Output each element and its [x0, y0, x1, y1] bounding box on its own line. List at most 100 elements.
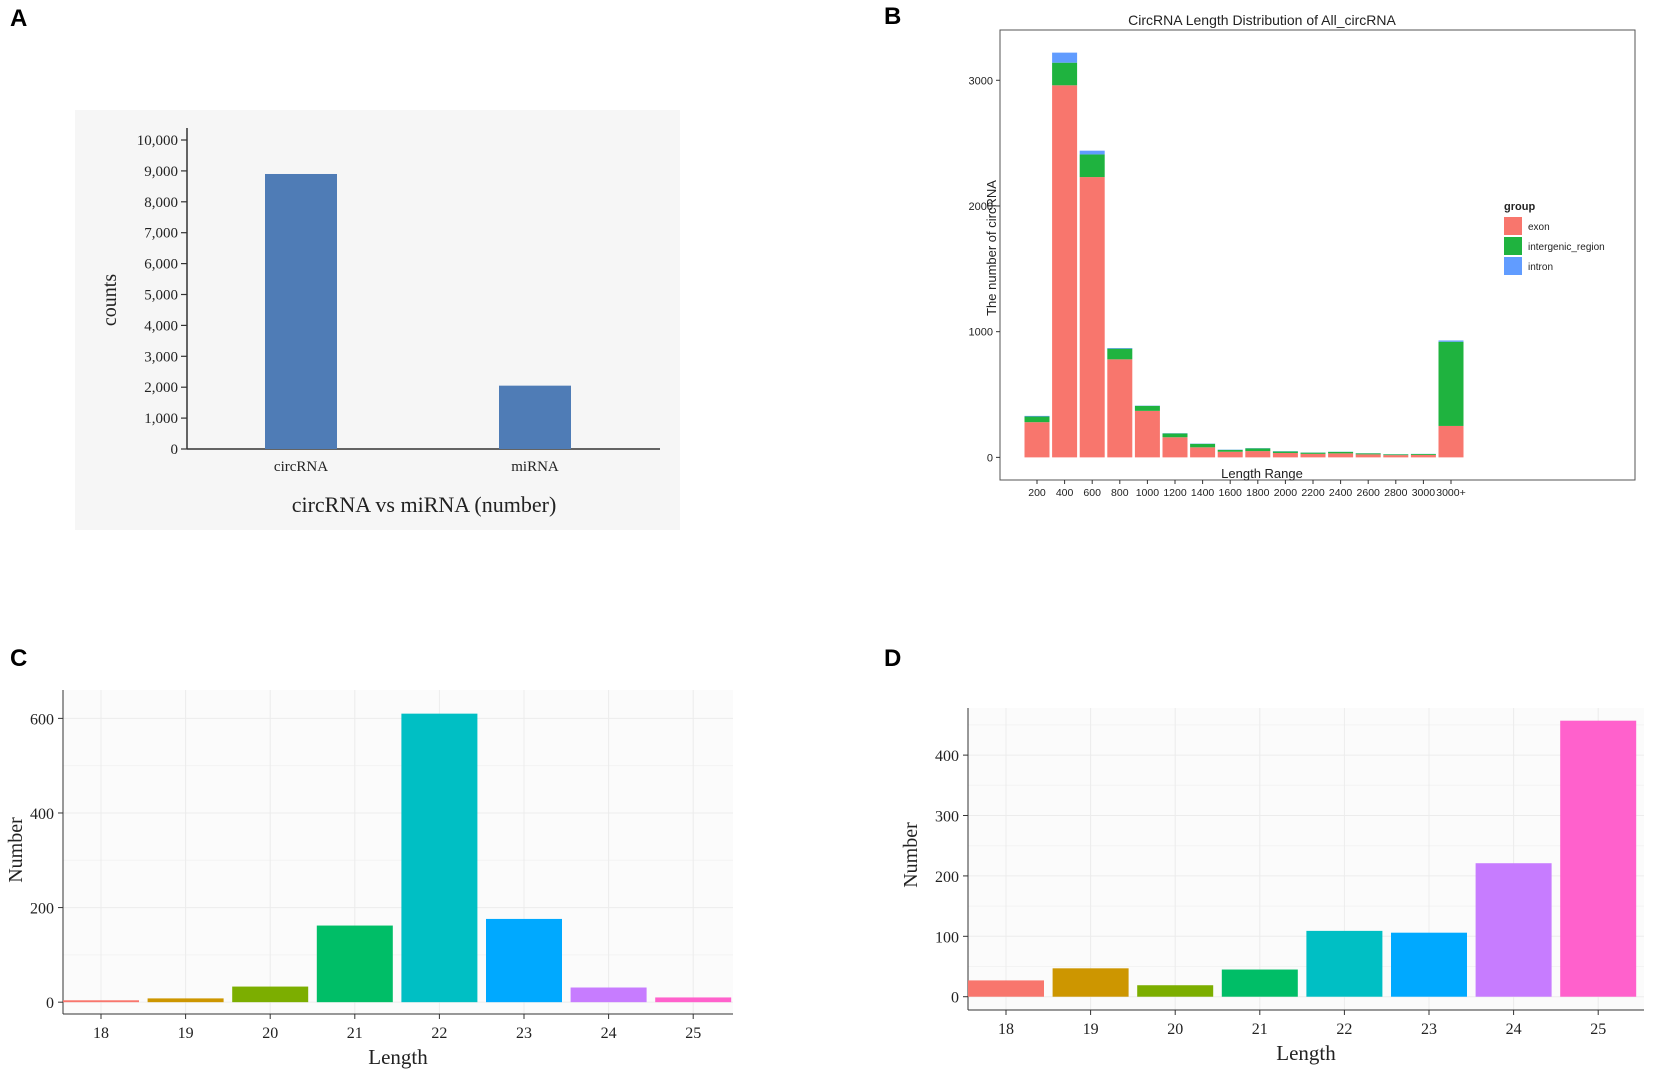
chart-b-bar-intergenic-region: [1024, 416, 1050, 423]
chart-b-bar-intergenic-region: [1162, 433, 1188, 438]
chart-a-bar: [499, 385, 571, 449]
chart-b-bar-intergenic-region: [1438, 341, 1464, 426]
chart-b-xtick-label: 2800: [1384, 487, 1408, 499]
chart-a-ylabel: counts: [99, 274, 121, 326]
chart-b-xtick-label: 400: [1056, 487, 1074, 499]
chart-c-xtick-label: 19: [178, 1025, 194, 1042]
chart-c-bar: [655, 997, 732, 1003]
chart-b-bar-exon: [1079, 177, 1105, 458]
chart-b-bar-intergenic-region: [1300, 452, 1326, 454]
chart-a-xlabel: circRNA vs miRNA (number): [292, 492, 557, 517]
chart-b-bar-exon: [1410, 454, 1436, 458]
chart-b: CircRNA Length Distribution of All_circR…: [969, 12, 1636, 499]
chart-a-ytick-label: 5,000: [144, 288, 178, 304]
chart-b-xtick-label: 800: [1111, 487, 1129, 499]
chart-c-xtick-label: 24: [601, 1025, 617, 1042]
chart-b-bar-intron: [1438, 340, 1464, 342]
chart-b-bar-exon: [1245, 451, 1271, 458]
chart-d-ytick-label: 400: [935, 748, 959, 765]
legend-swatch-intergenic-region: [1504, 237, 1522, 255]
chart-b-bar-intergenic-region: [1134, 405, 1160, 411]
chart-b-xtick-label: 1000: [1136, 487, 1160, 499]
chart-c-xtick-label: 23: [516, 1025, 532, 1042]
chart-a-ytick-label: 0: [171, 442, 179, 458]
chart-b-bar-exon: [1383, 455, 1409, 458]
chart-c-bar: [570, 987, 647, 1003]
chart-c-bar: [147, 998, 224, 1003]
chart-a-ytick-label: 4,000: [144, 318, 178, 334]
chart-a-ytick-label: 9,000: [144, 164, 178, 180]
chart-c-bar: [63, 1000, 139, 1003]
chart-c-xtick-label: 22: [431, 1025, 447, 1042]
chart-b-legend: group exon intergenic_region intron: [1504, 201, 1605, 275]
chart-d-bar: [1052, 968, 1129, 997]
chart-b-xtick-label: 2000: [1274, 487, 1298, 499]
chart-a-background: [75, 110, 680, 530]
chart-a-ytick-label: 6,000: [144, 257, 178, 273]
chart-d-xlabel: Length: [1276, 1041, 1336, 1065]
chart-d-xtick-label: 25: [1590, 1021, 1606, 1038]
chart-b-xlabel: Length Range: [1221, 466, 1303, 481]
chart-b-bar-intron: [1024, 415, 1050, 417]
chart-b-xtick-label: 1600: [1219, 487, 1243, 499]
chart-b-bar-exon: [1328, 453, 1354, 458]
chart-b-bar-intergenic-region: [1107, 348, 1133, 360]
chart-b-title: CircRNA Length Distribution of All_circR…: [1128, 12, 1396, 28]
chart-b-bar-exon: [1190, 447, 1216, 458]
panel-label-d: D: [884, 645, 901, 672]
chart-b-bar-exon: [1107, 359, 1133, 458]
legend-swatch-exon: [1504, 217, 1522, 235]
chart-c-xtick-label: 21: [347, 1025, 363, 1042]
chart-a: counts circRNA vs miRNA (number) 0 1,000 2…: [75, 110, 680, 530]
panel-label-b: B: [884, 3, 901, 30]
chart-b-bar-intergenic-region: [1410, 453, 1436, 455]
chart-d-xtick-label: 19: [1083, 1021, 1099, 1038]
chart-d-bar: [1137, 985, 1214, 997]
chart-d-bar: [1475, 863, 1552, 997]
panel-label-c: C: [10, 645, 27, 672]
chart-d-xtick-label: 18: [998, 1021, 1014, 1038]
chart-c-xtick-label: 25: [685, 1025, 701, 1042]
legend-label-exon: exon: [1528, 222, 1550, 233]
chart-d-bar: [1306, 930, 1383, 997]
chart-a-xtick-label: miRNA: [511, 459, 559, 475]
chart-a-bar: [265, 173, 337, 450]
chart-a-ytick-label: 3,000: [144, 349, 178, 365]
chart-c: Number Length 0 200 400 600 18 19 20 21 22 23 24 25: [5, 690, 733, 1069]
chart-d-bar: [968, 980, 1044, 997]
chart-b-bar-intergenic-region: [1383, 454, 1409, 456]
chart-c-background: [63, 690, 733, 1014]
chart-b-xtick-label: 3000: [1412, 487, 1436, 499]
chart-a-ytick-label: 8,000: [144, 195, 178, 211]
chart-c-xtick-label: 18: [93, 1025, 109, 1042]
chart-b-ytick-label: 1000: [969, 327, 993, 339]
chart-b-xtick-label: 1400: [1191, 487, 1215, 499]
chart-c-ytick-label: 200: [30, 901, 54, 918]
chart-d-ytick-label: 200: [935, 869, 959, 886]
chart-b-xtick-label: 2200: [1301, 487, 1325, 499]
chart-b-ylabel: The number of circRNA: [984, 180, 999, 316]
chart-c-bar: [316, 925, 393, 1003]
chart-c-ytick-label: 600: [30, 711, 54, 728]
chart-b-bar-intergenic-region: [1245, 448, 1271, 452]
panel-label-a: A: [10, 5, 27, 32]
chart-b-bar-exon: [1300, 453, 1326, 458]
chart-d-bar: [1221, 969, 1298, 997]
chart-c-xlabel: Length: [368, 1045, 428, 1069]
chart-c-bar: [486, 918, 562, 1003]
chart-b-bar-intron: [1107, 348, 1133, 349]
chart-b-bar-exon: [1272, 452, 1298, 458]
chart-d-ytick-label: 100: [935, 929, 959, 946]
chart-b-xtick-label: 1800: [1246, 487, 1270, 499]
chart-b-xtick-label: 3000+: [1436, 487, 1466, 499]
chart-d-ytick-label: 0: [951, 990, 959, 1007]
chart-a-ytick-label: 2,000: [144, 380, 178, 396]
chart-d-xtick-label: 20: [1167, 1021, 1183, 1038]
chart-b-bar-exon: [1438, 425, 1464, 458]
chart-b-bar-exon: [1024, 422, 1050, 458]
chart-d: Number Length 0 100 200 300 400 18 19 20 21 22 23 2…: [900, 708, 1644, 1065]
chart-a-ytick-label: 10,000: [137, 133, 178, 149]
chart-b-bar-intergenic-region: [1190, 443, 1216, 448]
chart-c-ytick-label: 0: [46, 995, 54, 1012]
chart-b-plot-area: [999, 29, 1636, 481]
